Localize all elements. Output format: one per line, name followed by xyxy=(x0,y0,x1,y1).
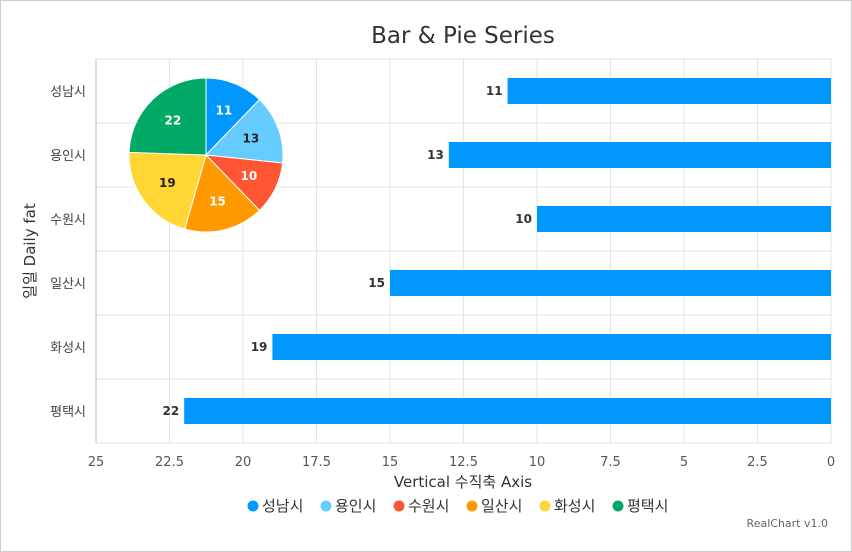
bar[interactable] xyxy=(184,398,831,424)
pie-slice[interactable] xyxy=(205,77,261,157)
legend-label: 평택시 xyxy=(627,497,668,515)
category-label: 수원시 xyxy=(50,213,86,228)
x-axis-title: Vertical 수직축 Axis xyxy=(394,473,532,491)
pie-slice-label: 15 xyxy=(209,194,226,208)
bar[interactable] xyxy=(272,334,831,360)
legend-marker xyxy=(393,500,405,512)
legend[interactable]: 성남시 용인시 수원시 일산시 화성시 평택시 xyxy=(247,497,669,515)
bar[interactable] xyxy=(448,142,831,168)
x-tick-label: 25 xyxy=(88,455,105,470)
x-tick-label: 0 xyxy=(827,455,835,470)
pie-slice-label: 13 xyxy=(243,132,260,146)
x-tick-label: 15 xyxy=(382,455,399,470)
pie-slice[interactable] xyxy=(128,77,207,156)
chart-title: Bar & Pie Series xyxy=(371,23,555,49)
legend-marker xyxy=(539,500,551,512)
legend-item[interactable]: 일산시 xyxy=(466,497,523,515)
category-label: 화성시 xyxy=(50,341,86,356)
legend-label: 일산시 xyxy=(481,497,522,515)
category-label: 성남시 xyxy=(50,85,86,100)
x-tick-label: 12.5 xyxy=(449,455,478,470)
bar-data-label: 11 xyxy=(486,84,503,98)
legend-label: 성남시 xyxy=(262,497,303,515)
bar[interactable] xyxy=(537,206,831,232)
x-tick-label: 7.5 xyxy=(600,455,621,470)
bar-data-label: 19 xyxy=(251,340,268,354)
bar[interactable] xyxy=(507,78,831,104)
pie-slice-label: 11 xyxy=(216,104,233,118)
bar-data-label: 13 xyxy=(427,148,444,162)
legend-marker xyxy=(247,500,259,512)
legend-label: 화성시 xyxy=(554,497,595,515)
legend-item[interactable]: 용인시 xyxy=(320,497,377,515)
category-label: 일산시 xyxy=(50,277,86,292)
pie-slice[interactable] xyxy=(184,154,261,233)
legend-marker xyxy=(612,500,624,512)
bar[interactable] xyxy=(390,270,831,296)
legend-marker xyxy=(466,500,478,512)
pie-slice-label: 19 xyxy=(159,176,176,190)
pie-slice[interactable] xyxy=(128,151,207,230)
y-axis-title: 일일 Daily fat xyxy=(21,203,39,299)
bars xyxy=(184,78,831,424)
x-tick-label: 5 xyxy=(680,455,688,470)
legend-marker xyxy=(320,500,332,512)
category-label: 평택시 xyxy=(50,405,86,420)
category-label: 용인시 xyxy=(50,149,86,164)
x-tick-label: 10 xyxy=(529,455,546,470)
x-tick-label: 22.5 xyxy=(155,455,184,470)
bar-data-label: 22 xyxy=(162,404,179,418)
legend-label: 수원시 xyxy=(408,497,449,515)
x-tick-label: 20 xyxy=(235,455,252,470)
pie-series: 11 13 10 15 19 22 xyxy=(128,77,284,233)
bar-labels: 11 13 10 15 19 22 xyxy=(162,84,532,418)
x-tick-label: 2.5 xyxy=(747,455,768,470)
grid xyxy=(95,58,832,444)
bar-data-label: 10 xyxy=(515,212,532,226)
legend-item[interactable]: 수원시 xyxy=(393,497,450,515)
x-tick-labels: 25 22.5 20 17.5 15 12.5 10 7.5 5 2.5 0 xyxy=(88,455,835,470)
legend-label: 용인시 xyxy=(335,497,376,515)
pie-slice-label: 10 xyxy=(241,169,258,183)
legend-item[interactable]: 성남시 xyxy=(247,497,304,515)
pie-slice-label: 22 xyxy=(164,114,181,128)
pie-slice[interactable] xyxy=(204,98,284,164)
x-tick-label: 17.5 xyxy=(302,455,331,470)
legend-item[interactable]: 평택시 xyxy=(612,497,669,515)
credit-label: RealChart v1.0 xyxy=(747,517,828,530)
bar-data-label: 15 xyxy=(368,276,385,290)
legend-item[interactable]: 화성시 xyxy=(539,497,596,515)
